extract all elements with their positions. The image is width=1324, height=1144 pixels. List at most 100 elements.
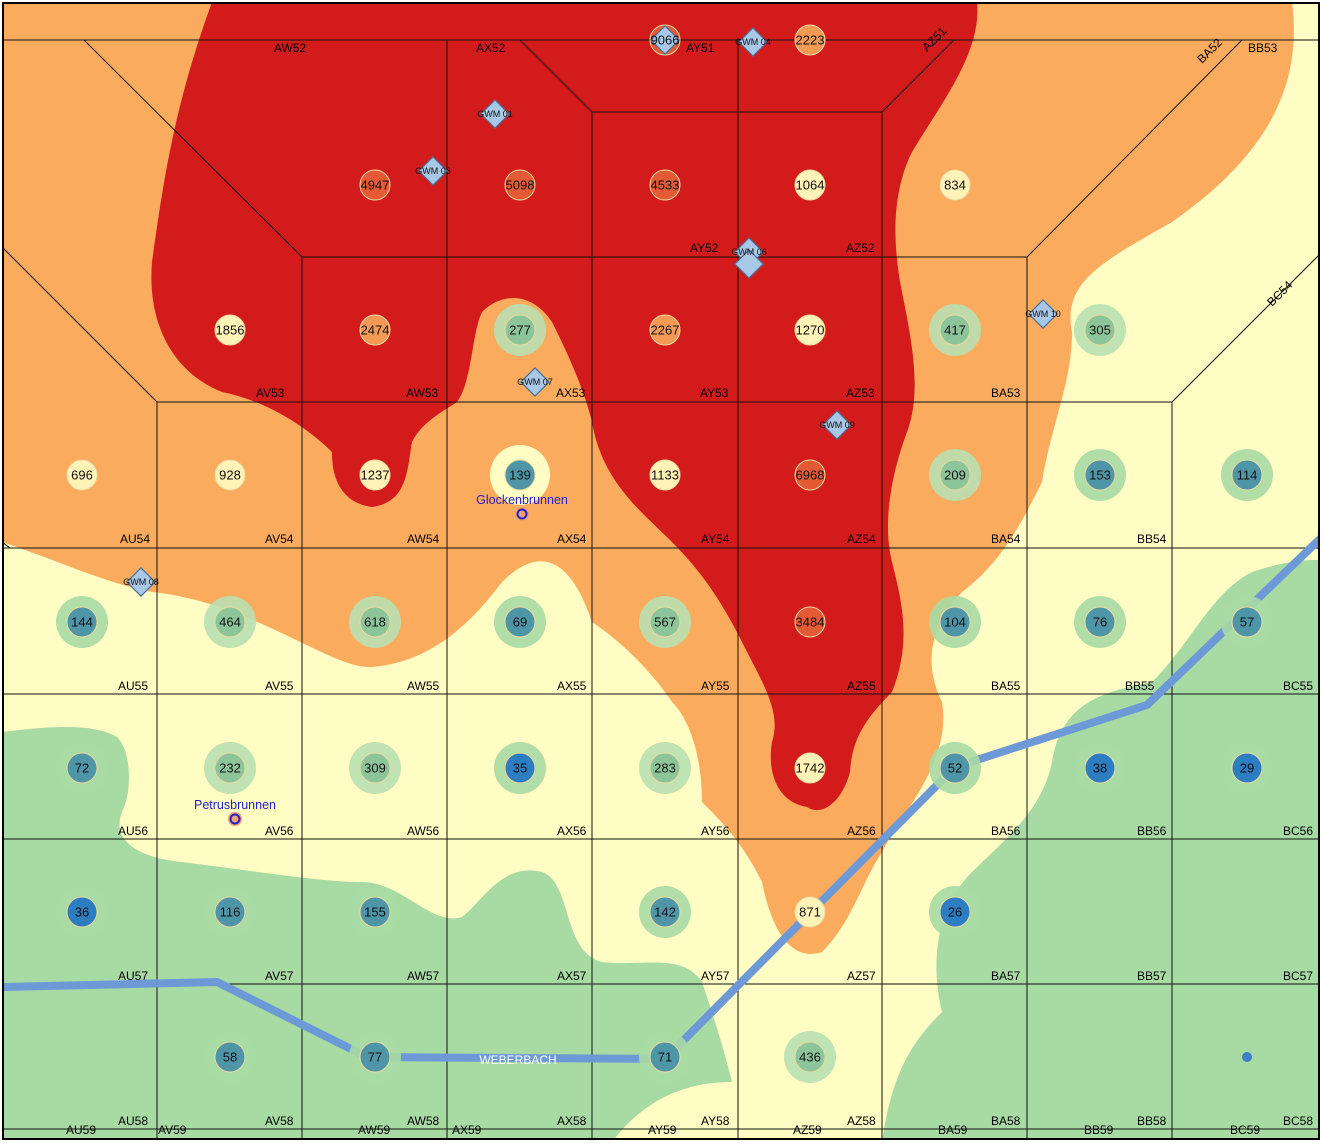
grid-cell-label: BC59 [1230,1123,1260,1137]
sample-circle [214,459,246,491]
zone-green-southeast [882,560,1318,1138]
grid-cell-label: AY55 [701,679,730,693]
sample-circle [939,459,971,491]
sample-value: 417 [944,323,966,338]
sample-point: 144 [56,596,108,648]
sample-point: 567 [639,596,691,648]
spring: Glockenbrunnen [476,493,568,521]
sample-point: 436 [784,1031,836,1083]
sample-point: 77 [349,1031,401,1083]
sample-circle [359,606,391,638]
sample-circle [66,752,98,784]
grid-cell-label: AW59 [358,1123,391,1137]
sample-value: 77 [368,1050,382,1065]
sample-point: 58 [204,1031,256,1083]
sample-circle [794,606,826,638]
sample-value: 142 [654,905,676,920]
sample-point: 153 [1074,449,1126,501]
sample-point [1242,1052,1252,1062]
sample-point: 1064 [794,169,826,201]
well-label: GWM 06 [731,247,767,257]
sample-circle [1084,606,1116,638]
monitoring-well: GWM 01 [477,99,513,129]
grid-cell-label: BA53 [991,386,1021,400]
sample-value: 1856 [216,323,245,338]
zone-red [151,4,978,811]
monitoring-well: GWM 03 [415,156,451,186]
sample-point: 29 [1221,742,1273,794]
sample-point: 4947 [359,169,391,201]
grid-cell-label: AZ52 [846,241,875,255]
sample-value: 35 [513,761,527,776]
grid-cell-label: BC55 [1283,679,1313,693]
grid-cell-label: BB59 [1084,1123,1114,1137]
sample-value: 58 [223,1050,237,1065]
grid-cell-label: BB55 [1125,679,1155,693]
well-diamond-icon [650,25,680,55]
monitoring-well: GWM 08 [123,567,159,597]
sample-value: 277 [509,323,531,338]
sample-value: 5098 [506,178,535,193]
sample-point: 116 [204,886,256,938]
well-label: GWM 10 [1025,309,1061,319]
sample-value: 1133 [651,468,679,483]
sample-point: 114 [1221,449,1273,501]
sample-circle [1084,459,1116,491]
sample-value: 72 [75,761,89,776]
sample-value: 2267 [651,323,680,338]
sample-circle [504,606,536,638]
sample-value: 928 [219,468,241,483]
sample-dot [1242,1052,1252,1062]
sample-value: 696 [71,468,93,483]
sample-circle [1231,752,1263,784]
grid-cell-label: BB54 [1137,532,1167,546]
sample-value: 1742 [796,761,825,776]
grid-line [1026,39,1243,258]
springs: Glockenbrunnen Petrusbrunnen [194,493,568,826]
spring-ring-icon [516,508,528,520]
sample-point: 417 [929,304,981,356]
well-label: GWM 08 [123,577,159,587]
grid-cell-label: AV53 [256,386,285,400]
sample-point: 142 [639,886,691,938]
sample-circle [794,896,826,928]
grid-cell-label: AY52 [690,241,719,255]
grid-line [519,39,593,113]
monitoring-well: GWM 07 [517,367,553,397]
sample-value: 1270 [796,323,825,338]
grid-cell-label: AV55 [265,679,294,693]
grid-cell-label: BB57 [1137,969,1167,983]
well-label: GWM 07 [517,377,553,387]
grid-cell-label: AX53 [556,386,586,400]
grid-cell-label: AY56 [701,824,730,838]
grid-cell-label: AZ59 [793,1123,822,1137]
grid-cell-label: AX58 [557,1114,587,1128]
sample-point: 464 [204,596,256,648]
grid-cell-label: AY53 [700,386,729,400]
sample-value: 52 [948,761,962,776]
grid-cell-label: AW53 [406,386,439,400]
sample-value: 309 [364,761,386,776]
spring-ring-icon [229,813,241,825]
sample-circle [214,606,246,638]
sample-circle [359,314,391,346]
grid-cell-label: AV57 [265,969,294,983]
sample-value: 283 [654,761,676,776]
sample-value: 29 [1240,761,1254,776]
grid-cell-label: AZ54 [847,532,876,546]
sample-value: 232 [219,761,241,776]
grid-cell-label: AX55 [557,679,587,693]
grid-line [4,542,11,549]
grid-cell-label: AX54 [557,532,587,546]
sample-point: 26 [929,886,981,938]
grid-cell-label: AX56 [557,824,587,838]
sample-circle [939,752,971,784]
grid-cell-label: AY57 [701,969,730,983]
sample-value: 2223 [796,33,825,48]
sample-value: 209 [944,468,966,483]
monitoring-well: GWM 10 [1025,299,1061,329]
sample-circle [794,459,826,491]
sample-value: 38 [1093,761,1107,776]
grid-cell-label: BC58 [1283,1114,1313,1128]
